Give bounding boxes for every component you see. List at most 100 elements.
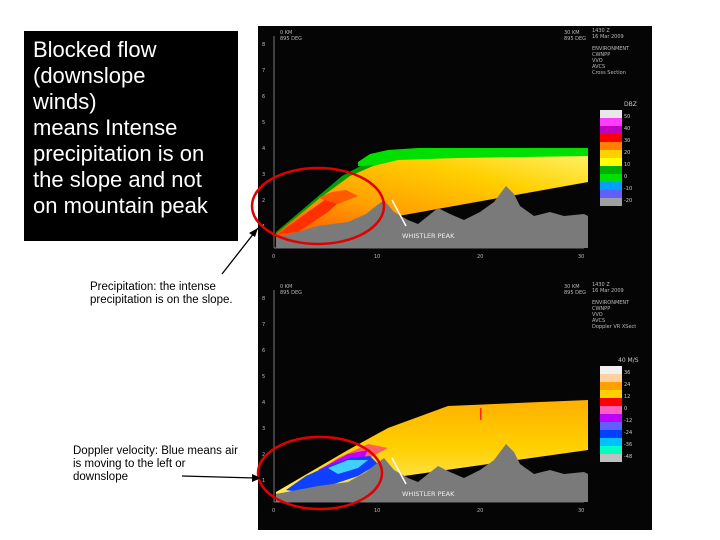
note-line: precipitation is on the slope. <box>90 294 233 306</box>
left-header: 0 KM <box>280 30 292 36</box>
terrain-profile <box>276 186 588 248</box>
x-tick-label: 20 <box>477 254 483 260</box>
velocity-marker <box>480 408 482 420</box>
peak-pointer-line <box>391 199 407 227</box>
y-tick-label: 2 <box>262 452 265 458</box>
y-tick-label: 3 <box>262 426 265 432</box>
info-line: VVO <box>592 312 603 318</box>
y-tick-label: 5 <box>262 120 265 126</box>
x-tick-label: 10 <box>374 254 380 260</box>
callout-line: winds) <box>33 89 97 114</box>
y-tick-label: 2 <box>262 198 265 204</box>
legend-label: -20 <box>624 198 632 204</box>
legend-unit: 40 M/S <box>618 357 639 364</box>
top-header: 0 KM 895 DEG 30 KM 895 DEG 1430 Z 16 Mar… <box>280 28 630 76</box>
callout-box: Blocked flow (downslope winds) means Int… <box>24 31 238 241</box>
whistler-peak-label: WHISTLER PEAK <box>402 490 455 498</box>
left-header-deg: 895 DEG <box>280 290 302 296</box>
time-label: 1430 Z <box>592 28 610 34</box>
x-tick-label: 10 <box>374 508 380 514</box>
note-line: Precipitation: the intense <box>90 281 216 293</box>
bottom-x-tick-labels: 0 10 20 30 <box>272 508 584 514</box>
y-tick-label: 4 <box>262 146 265 152</box>
echo-intense-core <box>318 190 358 204</box>
legend-swatch <box>600 190 622 198</box>
legend-label: 40 <box>624 126 630 132</box>
legend-label: 12 <box>624 394 630 400</box>
terrain-profile <box>276 444 588 502</box>
legend-label: 30 <box>624 138 630 144</box>
info-line: VVO <box>592 58 603 64</box>
velocity-legend: 40 M/S 36 24 12 0 -12 -24 -36 -48 <box>600 357 639 462</box>
legend-swatch <box>600 198 622 206</box>
left-header: 0 KM <box>280 284 292 290</box>
y-tick-label: 5 <box>262 374 265 380</box>
legend-swatch <box>600 366 622 374</box>
y-tick-label: 4 <box>262 400 265 406</box>
legend-label: -24 <box>624 430 632 436</box>
legend-label: -48 <box>624 454 632 460</box>
velocity-cyan-band <box>328 460 368 474</box>
legend-label: 0 <box>624 174 627 180</box>
right-header-deg: 895 DEG <box>564 290 586 296</box>
echo-intense-core <box>278 194 348 234</box>
callout-line: (downslope <box>33 63 146 88</box>
x-tick-label: 30 <box>578 508 584 514</box>
legend-swatch <box>600 182 622 190</box>
info-line: ENVIRONMENT <box>592 46 630 52</box>
top-panel: 8 7 6 5 4 3 2 1 0 10 20 30 0 KM 895 DEG … <box>262 28 637 260</box>
legend-swatch <box>600 110 622 118</box>
legend-label: -12 <box>624 418 632 424</box>
date-label: 16 Mar 2009 <box>592 288 624 294</box>
info-line: ENVIRONMENT <box>592 300 630 306</box>
legend-unit: DBZ <box>624 101 637 108</box>
legend-swatch <box>600 382 622 390</box>
legend-swatch <box>600 430 622 438</box>
y-tick-label: 7 <box>262 322 265 328</box>
legend-swatch <box>600 414 622 422</box>
x-tick-label: 20 <box>477 508 483 514</box>
legend-swatch <box>600 118 622 126</box>
arrow-to-bottom-circle <box>181 475 257 479</box>
legend-swatch <box>600 166 622 174</box>
info-line: Cross Section <box>592 70 626 76</box>
callout-line: the slope and not <box>33 167 202 192</box>
y-tick-label: 8 <box>262 42 265 48</box>
legend-swatches <box>600 366 622 462</box>
callout-line: means Intense <box>33 115 178 140</box>
y-tick-label: 6 <box>262 348 265 354</box>
top-red-circle <box>250 166 386 246</box>
note-line: Doppler velocity: Blue means air <box>73 445 238 457</box>
x-tick-label: 0 <box>272 508 275 514</box>
y-tick-label: 8 <box>262 296 265 302</box>
note-line: is moving to the left or <box>73 458 186 470</box>
legend-swatch <box>600 398 622 406</box>
legend-swatch <box>600 374 622 382</box>
callout-line: on mountain peak <box>33 193 208 218</box>
date-label: 16 Mar 2009 <box>592 34 624 40</box>
arrowhead <box>249 228 258 237</box>
legend-swatch <box>600 158 622 166</box>
info-line: Doppler VR XSect <box>592 324 636 330</box>
legend-swatch <box>600 142 622 150</box>
legend-swatch <box>600 150 622 158</box>
callout-line: Blocked flow <box>33 37 157 62</box>
arrowhead <box>252 474 261 482</box>
doppler-note: Doppler velocity: Blue means air is movi… <box>73 445 238 484</box>
info-line: AVCS <box>592 318 605 324</box>
legend-label: 20 <box>624 150 630 156</box>
legend-label: -36 <box>624 442 632 448</box>
right-header-deg: 895 DEG <box>564 36 586 42</box>
left-header-deg: 895 DEG <box>280 36 302 42</box>
legend-swatches <box>600 110 622 206</box>
peak-pointer-line <box>391 457 407 485</box>
legend-label: 36 <box>624 370 630 376</box>
y-tick-label: 6 <box>262 94 265 100</box>
legend-label: 24 <box>624 382 630 388</box>
x-tick-label: 0 <box>272 254 275 260</box>
y-tick-label: 1 <box>262 478 265 484</box>
y-tick-label: 3 <box>262 172 265 178</box>
bottom-header: 0 KM 895 DEG 30 KM 895 DEG 1430 Z 16 Mar… <box>280 282 636 330</box>
time-label: 1430 Z <box>592 282 610 288</box>
